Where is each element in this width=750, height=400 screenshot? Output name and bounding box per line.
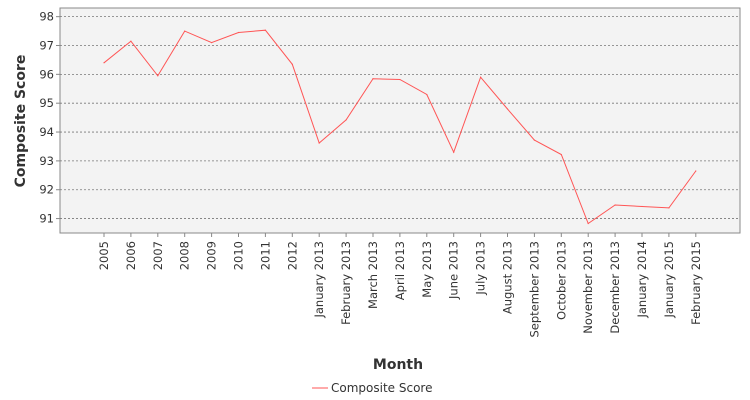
y-axis-title: Composite Score <box>13 55 29 188</box>
data-point <box>318 142 320 144</box>
x-tick-label: 2011 <box>258 241 272 270</box>
legend-label: Composite Score <box>331 381 432 395</box>
x-tick-label: September 2013 <box>527 241 541 338</box>
data-point <box>453 151 455 153</box>
y-tick-label: 96 <box>39 67 54 81</box>
x-tick-label: May 2013 <box>420 241 434 298</box>
y-tick-label: 94 <box>39 125 54 139</box>
data-point <box>211 42 213 44</box>
data-point <box>426 93 428 96</box>
x-tick-label: 2007 <box>151 241 165 270</box>
data-point <box>345 119 347 121</box>
data-point <box>480 76 482 78</box>
data-point <box>264 29 266 31</box>
x-tick-label: 2012 <box>285 241 299 270</box>
data-point <box>237 31 240 34</box>
x-tick-label: April 2013 <box>393 241 407 300</box>
y-tick-label: 93 <box>39 154 54 168</box>
y-tick-label: 97 <box>39 39 54 53</box>
x-tick-label: February 2013 <box>339 241 353 325</box>
x-tick-label: August 2013 <box>501 241 515 314</box>
y-tick-label: 98 <box>39 10 54 24</box>
data-point <box>641 205 643 208</box>
data-point <box>668 207 670 209</box>
y-axis-ticks: 91 92 93 94 95 96 97 98 <box>39 10 60 226</box>
gridlines <box>60 16 740 219</box>
x-tick-label: June 2013 <box>447 241 461 300</box>
x-tick-label: January 2014 <box>635 241 649 319</box>
x-tick-label: July 2013 <box>474 241 488 296</box>
series-layer <box>103 29 697 225</box>
data-point <box>614 204 616 206</box>
plot-background <box>59 7 741 234</box>
x-tick-label: December 2013 <box>608 241 622 334</box>
data-point <box>372 78 374 80</box>
x-tick-label: January 2013 <box>312 241 326 319</box>
x-tick-label: November 2013 <box>581 241 595 334</box>
x-tick-label: March 2013 <box>366 241 380 309</box>
x-tick-label: 2008 <box>178 241 192 270</box>
x-tick-label: February 2015 <box>689 241 703 325</box>
data-point <box>130 40 132 42</box>
x-axis-ticks: 2005 2006 2007 2008 2009 2010 2011 2012 January … <box>97 233 703 338</box>
x-tick-label: October 2013 <box>554 241 568 320</box>
data-point <box>506 108 509 110</box>
data-point <box>533 139 536 141</box>
data-point <box>184 30 186 32</box>
data-point <box>695 170 697 172</box>
data-point <box>291 63 293 65</box>
x-tick-label: 2009 <box>205 241 219 270</box>
x-tick-label: 2006 <box>124 241 138 270</box>
y-tick-label: 92 <box>39 183 54 197</box>
data-point <box>157 75 159 77</box>
data-point <box>560 153 562 156</box>
data-point <box>103 62 105 64</box>
x-tick-label: 2010 <box>232 241 246 270</box>
data-point <box>587 222 589 225</box>
y-tick-label: 95 <box>39 96 54 110</box>
x-tick-label: 2005 <box>97 241 111 270</box>
x-tick-label: January 2015 <box>662 241 676 319</box>
y-tick-label: 91 <box>39 212 54 226</box>
legend: Composite Score <box>312 381 432 395</box>
data-point <box>399 78 401 81</box>
x-axis-title: Month <box>373 357 423 373</box>
